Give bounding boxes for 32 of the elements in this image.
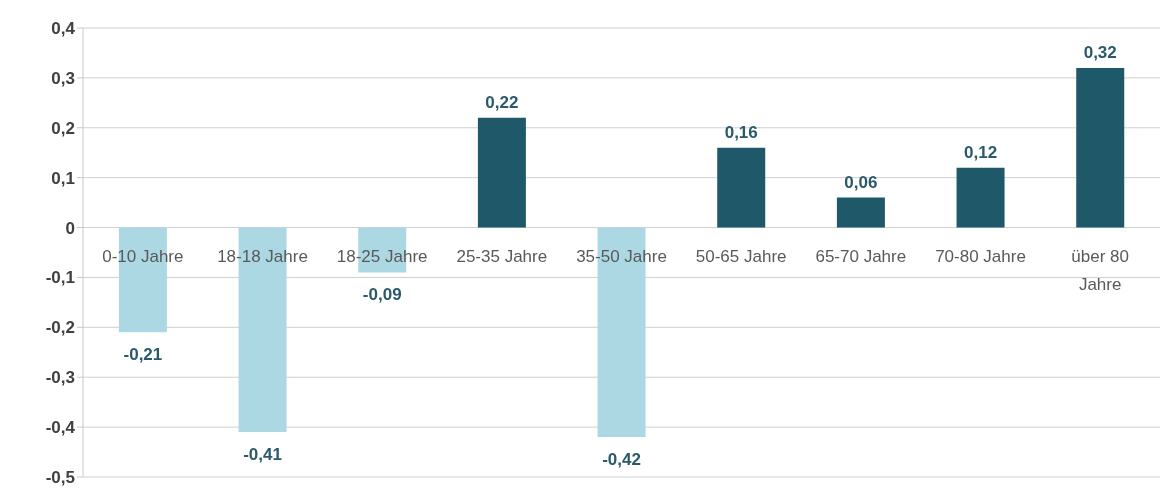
y-tick-label: 0	[65, 218, 75, 238]
data-label: 0,32	[1083, 42, 1117, 62]
y-tick-label: -0,3	[45, 368, 75, 388]
x-tick-label: 35-50 Jahre	[576, 246, 667, 266]
x-tick-label: 18-18 Jahre	[217, 246, 308, 266]
bar	[1076, 67, 1125, 228]
data-label: 0,12	[964, 142, 998, 162]
y-tick-label: 0,3	[51, 68, 75, 88]
y-tick-label: 0,1	[51, 168, 75, 188]
x-tick-label: 25-35 Jahre	[456, 246, 548, 266]
data-label: 0,06	[844, 172, 878, 192]
x-tick-label: über 80 Jahre	[1071, 246, 1129, 294]
data-label: 0,22	[485, 92, 519, 112]
x-tick-label: 65-70 Jahre	[815, 246, 907, 266]
data-label: -0,42	[602, 450, 641, 470]
data-label: -0,41	[243, 445, 282, 465]
x-tick-label: 50-65 Jahre	[695, 246, 787, 266]
y-tick-label: 0,2	[51, 118, 75, 138]
y-tick-label: -0,5	[45, 468, 75, 488]
y-tick-label: -0,1	[45, 268, 75, 288]
data-label: 0,16	[724, 122, 758, 142]
x-tick-label: 70-80 Jahre	[935, 246, 1026, 266]
data-label: -0,09	[362, 285, 402, 305]
data-label: -0,21	[123, 345, 163, 365]
bar	[836, 197, 885, 228]
bar	[717, 147, 766, 228]
bar	[956, 167, 1005, 228]
y-tick-label: -0,2	[45, 318, 75, 338]
y-tick-label: 0,4	[51, 19, 76, 39]
bar	[477, 117, 526, 228]
x-tick-label: 18-25 Jahre	[336, 246, 428, 266]
y-tick-label: -0,4	[45, 418, 76, 438]
